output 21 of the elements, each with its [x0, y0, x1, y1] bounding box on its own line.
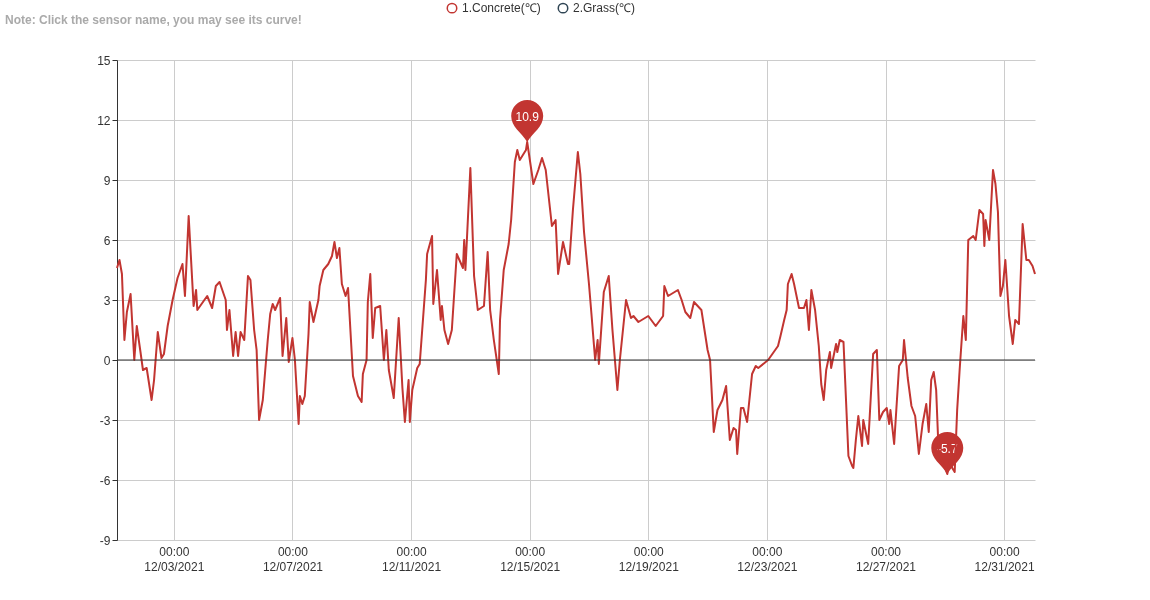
y-tick-label: -3 — [99, 413, 111, 428]
y-tick-label: 0 — [103, 353, 111, 368]
annotation: 10.9 — [515, 110, 540, 124]
x-tick-label: 00:00 12/27/2021 — [855, 544, 917, 574]
x-tick-label: 00:00 12/23/2021 — [737, 544, 798, 574]
legend-label: 2.Grass(℃) — [573, 1, 636, 16]
y-tick-label: -9 — [99, 533, 111, 548]
x-tick-label: 00:00 12/11/2021 — [381, 544, 442, 574]
y-tick-label: 3 — [103, 293, 111, 308]
legend-label: 1.Concrete(℃) — [462, 1, 541, 16]
x-tick-label: 00:00 12/31/2021 — [974, 544, 1035, 574]
y-tick-label: 9 — [103, 173, 111, 188]
y-tick-label: 12 — [97, 113, 111, 128]
x-tick-label: 00:00 12/03/2021 — [144, 544, 205, 574]
y-tick-label: 15 — [97, 53, 111, 68]
y-tick-label: 6 — [103, 233, 111, 248]
x-tick-label: 00:00 12/15/2021 — [500, 544, 561, 574]
text: Note: Click the sensor name, you may see its curve! — [5, 13, 302, 27]
x-tick-label: 00:00 12/19/2021 — [618, 544, 680, 574]
x-tick-label: 00:00 12/07/2021 — [262, 544, 324, 574]
y-tick-label: -6 — [99, 473, 111, 488]
